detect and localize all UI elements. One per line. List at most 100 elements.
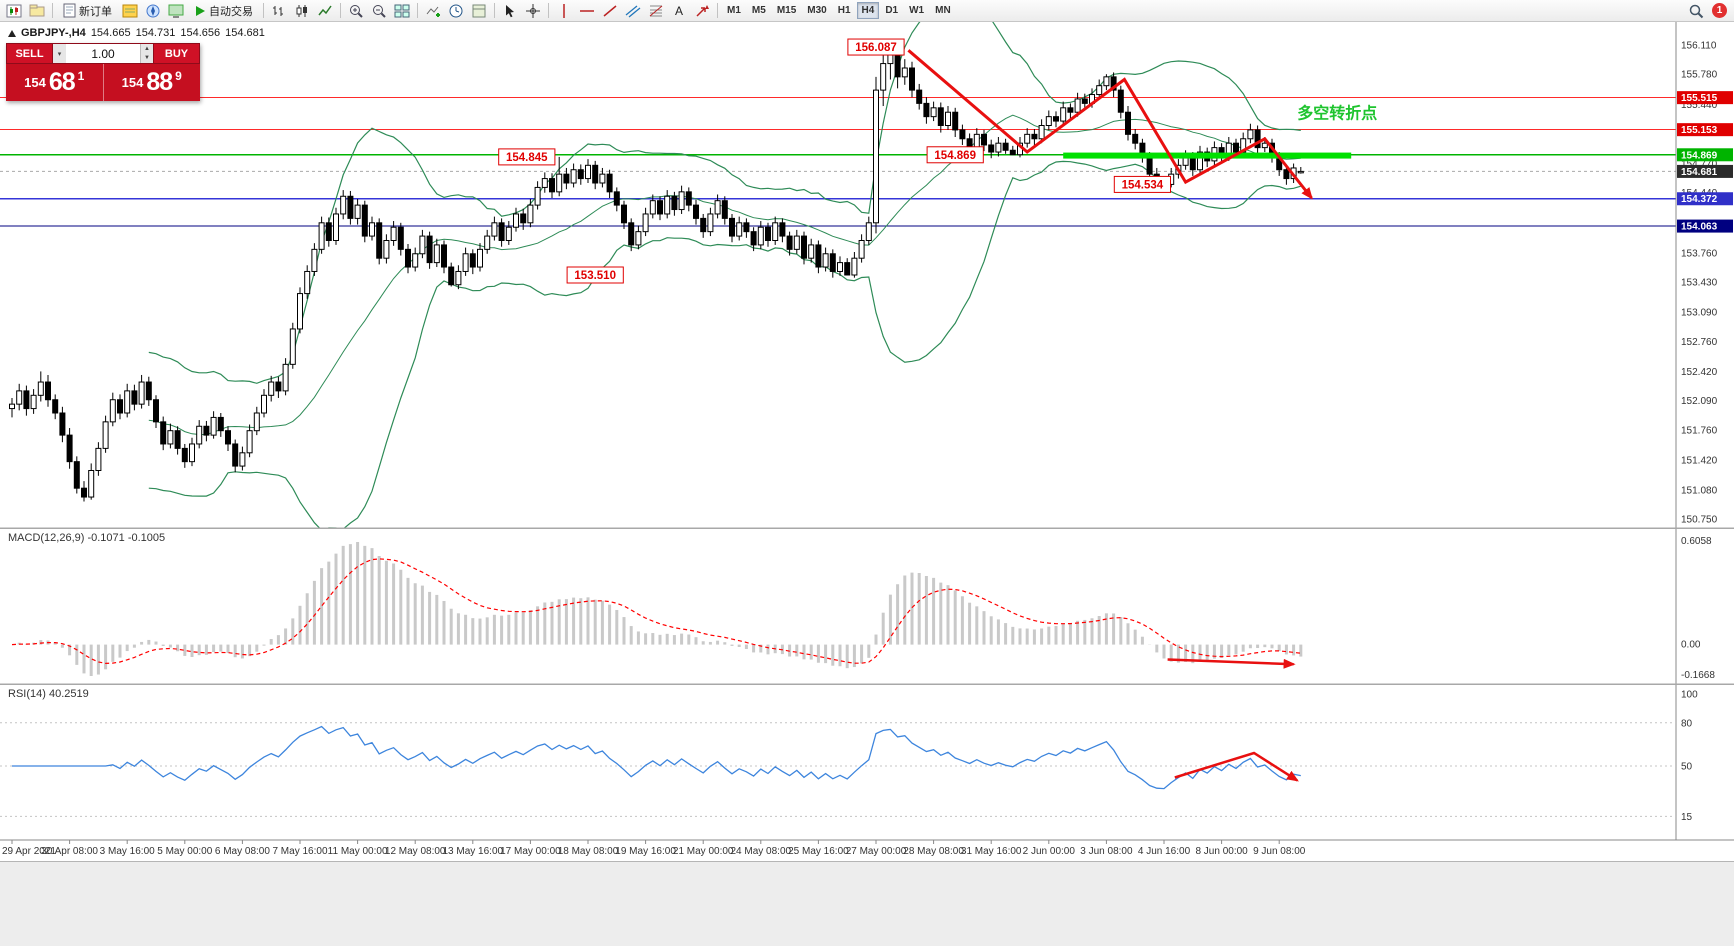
svg-text:12 May 08:00: 12 May 08:00 [385,846,446,857]
buy-price[interactable]: 154 88 9 [102,64,201,101]
navigator-button[interactable] [142,1,164,20]
new-chart-button[interactable] [3,1,25,20]
templates-button[interactable] [468,1,490,20]
arrow-objects-icon [696,4,709,17]
channel-button[interactable] [622,1,644,20]
macd-indicator [11,542,1303,676]
timeframe-m15[interactable]: M15 [772,2,801,19]
svg-text:151.420: 151.420 [1681,455,1718,466]
timeframe-m30[interactable]: M30 [802,2,831,19]
open-value: 154.665 [90,27,131,39]
notification-badge[interactable]: 1 [1712,3,1727,18]
horizontal-level-lines[interactable] [0,97,1676,227]
sell-price-sup: 1 [77,69,85,83]
crosshair-button[interactable] [522,1,544,20]
svg-text:19 May 16:00: 19 May 16:00 [615,846,676,857]
timeframe-m1[interactable]: M1 [722,2,746,19]
line-chart-button[interactable] [314,1,336,20]
svg-text:154.534: 154.534 [1122,179,1164,191]
timeframe-mn[interactable]: MN [930,2,956,19]
timeframe-d1[interactable]: D1 [880,2,903,19]
svg-text:154.681: 154.681 [1681,167,1718,178]
sell-price[interactable]: 154 68 1 [6,64,103,101]
terminal-button[interactable] [165,1,187,20]
vertical-line-button[interactable] [553,1,575,20]
zoom-out-button[interactable] [368,1,390,20]
bollinger-lower [148,160,1301,528]
price-annotation-154.869[interactable]: 154.869 [926,146,984,164]
svg-text:80: 80 [1681,718,1693,729]
svg-text:4 Jun 16:00: 4 Jun 16:00 [1138,846,1191,857]
templates-icon [472,4,486,17]
zoom-in-button[interactable] [345,1,367,20]
profiles-button[interactable] [26,1,48,20]
svg-text:30 Apr 08:00: 30 Apr 08:00 [41,846,98,857]
macd-signal-line [11,558,1301,665]
sell-button[interactable]: SELL [6,43,53,64]
cursor-button[interactable] [499,1,521,20]
fibonacci-button[interactable] [645,1,667,20]
indicators-button[interactable] [422,1,444,20]
svg-text:25 May 16:00: 25 May 16:00 [788,846,849,857]
svg-text:156.110: 156.110 [1681,41,1717,52]
svg-text:18 May 08:00: 18 May 08:00 [558,846,619,857]
svg-text:155.153: 155.153 [1681,125,1718,136]
new-chart-icon [6,4,22,17]
timeframe-m5[interactable]: M5 [747,2,771,19]
candlestick-chart-button[interactable] [291,1,313,20]
volume-dropdown-button[interactable]: ▾ [53,44,66,63]
fibonacci-icon [649,5,663,16]
svg-text:29 Apr 2021: 29 Apr 2021 [2,846,56,857]
volume-input[interactable] [66,44,140,63]
bottom-filler [0,861,1734,946]
horizontal-line-button[interactable] [576,1,598,20]
svg-text:2 Jun 00:00: 2 Jun 00:00 [1023,846,1076,857]
timeframe-h1[interactable]: H1 [833,2,856,19]
svg-text:156.087: 156.087 [855,42,897,54]
support-zone-bar[interactable] [1063,152,1352,159]
timeframe-h4[interactable]: H4 [856,2,880,19]
rsi-label: RSI(14) 40.2519 [8,688,89,700]
price-badge-154.681: 154.681 [1677,164,1733,178]
macd-trend-arrow[interactable] [1167,658,1296,669]
candlestick-chart-icon [296,4,307,17]
svg-text:154.770: 154.770 [1681,159,1718,170]
price-annotation-153.510[interactable]: 153.510 [566,266,624,284]
tile-windows-button[interactable] [391,1,413,20]
profiles-icon [29,4,45,16]
toolbar-separator [417,3,418,18]
bar-chart-button[interactable] [268,1,290,20]
price-annotation-154.534[interactable]: 154.534 [1113,175,1172,193]
trend-arrow[interactable] [907,49,1313,200]
price-annotation-156.087[interactable]: 156.087 [847,38,905,56]
market-watch-icon [122,4,138,17]
volume-decrease-button[interactable]: ▼ [140,53,153,63]
market-watch-button[interactable] [119,1,141,20]
search-button[interactable] [1685,1,1707,20]
timeframe-w1[interactable]: W1 [904,2,929,19]
volume-increase-button[interactable]: ▲ [140,44,153,54]
toolbar-separator [548,3,549,18]
arrow-objects-button[interactable] [691,1,713,20]
new-order-button[interactable]: 新订单 [57,1,118,20]
zoom-in-icon [350,4,363,18]
text-tool-button[interactable]: A [668,1,690,20]
turning-point-label[interactable]: 多空转折点 [1297,103,1377,122]
price-axis[interactable]: 156.110155.780155.440154.770154.440153.7… [1677,41,1733,823]
toolbar-separator [340,3,341,18]
rsi-trend-arrow[interactable] [1174,751,1299,782]
svg-text:17 May 00:00: 17 May 00:00 [500,846,561,857]
buy-button[interactable]: BUY [153,43,200,64]
periods-button[interactable] [445,1,467,20]
toolbar-separator [263,3,264,18]
price-annotation-154.845[interactable]: 154.845 [498,148,556,166]
price-badge-154.372: 154.372 [1677,192,1733,206]
expand-triangle-icon[interactable] [8,29,16,37]
price-badge-155.515: 155.515 [1677,91,1733,105]
trendline-button[interactable] [599,1,621,20]
low-value: 154.656 [180,27,221,39]
svg-text:153.090: 153.090 [1681,308,1718,319]
autotrading-button[interactable]: 自动交易 [188,1,259,20]
